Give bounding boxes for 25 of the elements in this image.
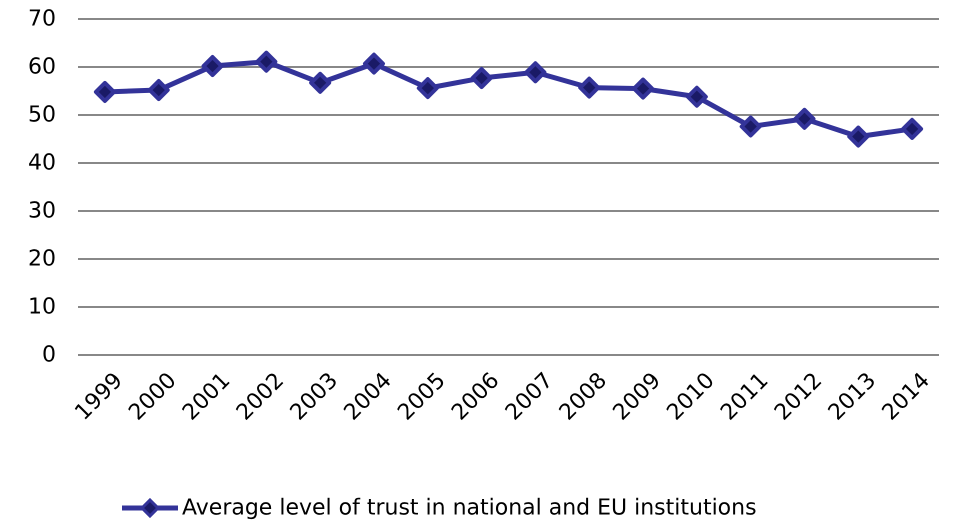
legend-label: Average level of trust in national and EU institutions (182, 496, 757, 520)
point (202, 55, 224, 78)
point (309, 72, 332, 94)
y-tick-label: 30 (28, 198, 56, 224)
point (470, 67, 493, 90)
point (94, 80, 116, 103)
y-tick-label: 50 (28, 102, 56, 128)
y-tick-label: 40 (28, 150, 56, 176)
y-tick-label: 60 (28, 54, 56, 80)
y-tick-label: 70 (28, 6, 56, 32)
y-tick-label: 0 (42, 342, 56, 368)
point (255, 50, 278, 73)
point (362, 52, 385, 75)
point (793, 108, 816, 130)
point (578, 76, 600, 99)
point (847, 126, 870, 148)
y-tick-label: 20 (28, 246, 56, 272)
point (632, 78, 654, 100)
point (524, 61, 546, 84)
point (416, 77, 439, 100)
point (901, 118, 924, 140)
point (148, 79, 170, 102)
y-tick-label: 10 (28, 294, 56, 320)
point (740, 116, 762, 138)
point (686, 86, 708, 108)
